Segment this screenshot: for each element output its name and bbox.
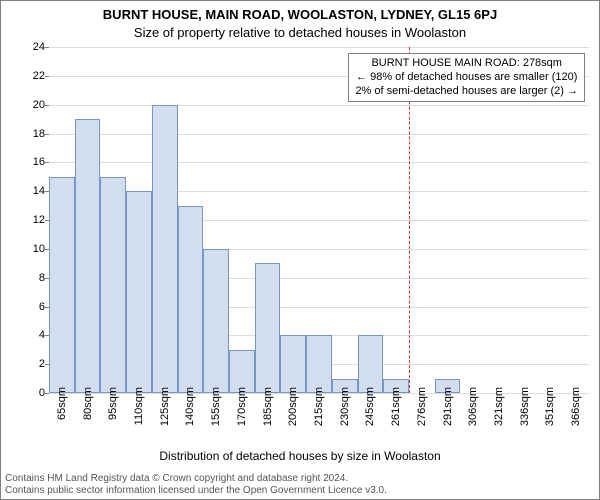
xtick-label: 125sqm <box>159 387 171 426</box>
xtick-label: 351sqm <box>544 387 556 426</box>
bar <box>306 335 332 393</box>
xtick-label: 245sqm <box>364 387 376 426</box>
ytick-label: 8 <box>21 272 45 284</box>
gridline <box>49 134 589 135</box>
annotation-line1: BURNT HOUSE MAIN ROAD: 278sqm <box>355 57 578 71</box>
bar <box>75 119 101 393</box>
xtick-label: 366sqm <box>570 387 582 426</box>
annotation-box: BURNT HOUSE MAIN ROAD: 278sqm← 98% of de… <box>348 53 585 102</box>
footer-line1: Contains HM Land Registry data © Crown c… <box>5 473 387 485</box>
ytick-label: 24 <box>21 41 45 53</box>
ytick-label: 20 <box>21 99 45 111</box>
xtick-label: 336sqm <box>519 387 531 426</box>
xtick-label: 230sqm <box>339 387 351 426</box>
ytick-label: 14 <box>21 185 45 197</box>
gridline <box>49 162 589 163</box>
bar <box>126 191 152 393</box>
bar <box>178 206 204 393</box>
xtick-label: 65sqm <box>56 387 68 420</box>
bar <box>358 335 384 393</box>
ytick-mark <box>45 134 49 135</box>
xtick-label: 155sqm <box>210 387 222 426</box>
xtick-label: 291sqm <box>442 387 454 426</box>
ytick-mark <box>45 47 49 48</box>
ytick-label: 12 <box>21 214 45 226</box>
xtick-label: 185sqm <box>262 387 274 426</box>
bar <box>49 177 75 393</box>
bar <box>280 335 306 393</box>
xtick-label: 276sqm <box>416 387 428 426</box>
bar <box>152 105 178 393</box>
ytick-label: 2 <box>21 358 45 370</box>
annotation-line2: ← 98% of detached houses are smaller (12… <box>355 71 578 85</box>
xtick-label: 110sqm <box>133 387 145 425</box>
plot-area: 02468101214161820222465sqm80sqm95sqm110s… <box>49 47 589 393</box>
ytick-label: 4 <box>21 329 45 341</box>
ytick-label: 6 <box>21 301 45 313</box>
xtick-label: 80sqm <box>82 387 94 420</box>
xtick-label: 140sqm <box>184 387 196 426</box>
footer-line2: Contains public sector information licen… <box>5 485 387 497</box>
ytick-mark <box>45 105 49 106</box>
xtick-label: 261sqm <box>390 387 402 426</box>
gridline <box>49 105 589 106</box>
ytick-label: 0 <box>21 387 45 399</box>
annotation-line3: 2% of semi-detached houses are larger (2… <box>355 85 578 99</box>
xtick-label: 306sqm <box>467 387 479 426</box>
chart-title-line2: Size of property relative to detached ho… <box>1 25 599 40</box>
ytick-mark <box>45 76 49 77</box>
ytick-mark <box>45 162 49 163</box>
xtick-label: 321sqm <box>493 387 505 426</box>
xtick-label: 200sqm <box>287 387 299 426</box>
gridline <box>49 47 589 48</box>
ytick-mark <box>45 393 49 394</box>
x-axis-label: Distribution of detached houses by size … <box>1 449 599 463</box>
bar <box>255 263 281 393</box>
xtick-label: 215sqm <box>313 387 325 426</box>
chart-title-line1: BURNT HOUSE, MAIN ROAD, WOOLASTON, LYDNE… <box>1 7 599 22</box>
chart-container: BURNT HOUSE, MAIN ROAD, WOOLASTON, LYDNE… <box>0 0 600 500</box>
xtick-label: 95sqm <box>107 387 119 420</box>
bar <box>100 177 126 393</box>
ytick-label: 22 <box>21 70 45 82</box>
bar <box>203 249 229 393</box>
footer-attribution: Contains HM Land Registry data © Crown c… <box>5 473 387 497</box>
ytick-label: 16 <box>21 156 45 168</box>
ytick-label: 10 <box>21 243 45 255</box>
ytick-label: 18 <box>21 128 45 140</box>
xtick-label: 170sqm <box>236 387 248 426</box>
